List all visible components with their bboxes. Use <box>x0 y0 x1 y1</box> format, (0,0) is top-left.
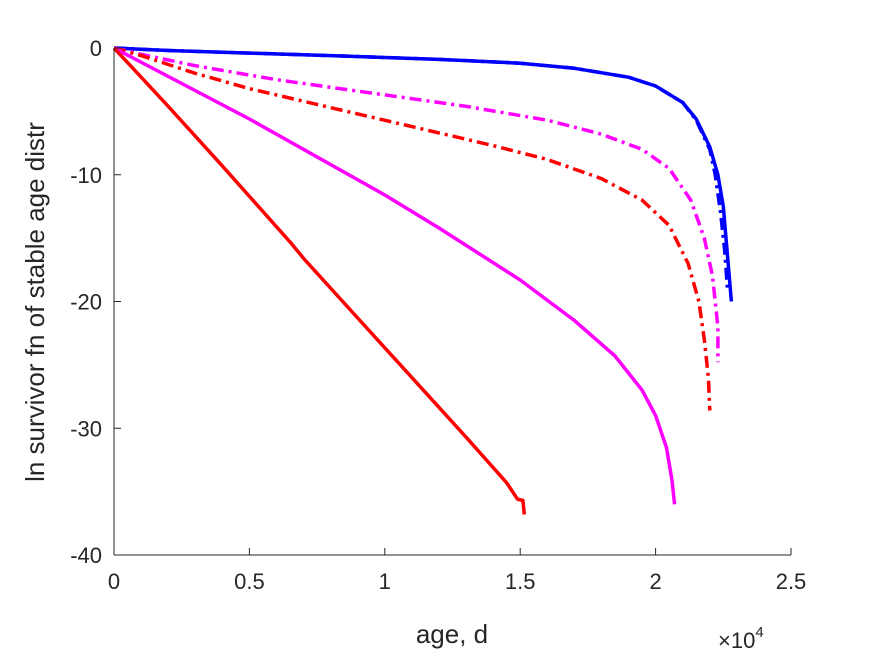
series-lines <box>112 46 734 515</box>
tick-labels: 0 0.5 1 1.5 2 2.5 0 -10 -20 -30 -40 <box>70 36 806 594</box>
tick-marks <box>113 47 792 556</box>
x-tick-label: 2.5 <box>776 569 807 594</box>
plot-area <box>114 48 791 555</box>
y-tick-label: -10 <box>70 163 102 188</box>
series-line-2 <box>113 46 720 363</box>
x-tick-label: 0 <box>108 569 120 594</box>
y-tick-label: -40 <box>70 543 102 568</box>
series-line-4 <box>113 46 677 505</box>
x-tick-label: 0.5 <box>234 569 265 594</box>
x-tick-label: 1 <box>379 569 391 594</box>
series-line-1 <box>113 46 730 288</box>
x-tick-label: 1.5 <box>505 569 536 594</box>
x-exponent-base: ×10 <box>718 628 755 653</box>
series-line-5 <box>112 46 527 515</box>
x-tick-label: 2 <box>649 569 661 594</box>
y-tick-label: 0 <box>90 36 102 61</box>
x-axis-label: age, d <box>416 619 488 649</box>
x-exponent-power: 4 <box>755 624 763 641</box>
x-axis-exponent: ×104 <box>718 624 764 653</box>
y-axis-label: ln survivor fn of stable age distr <box>20 122 50 482</box>
y-tick-label: -20 <box>70 290 102 315</box>
series-line-3 <box>113 46 712 411</box>
y-tick-label: -30 <box>70 416 102 441</box>
